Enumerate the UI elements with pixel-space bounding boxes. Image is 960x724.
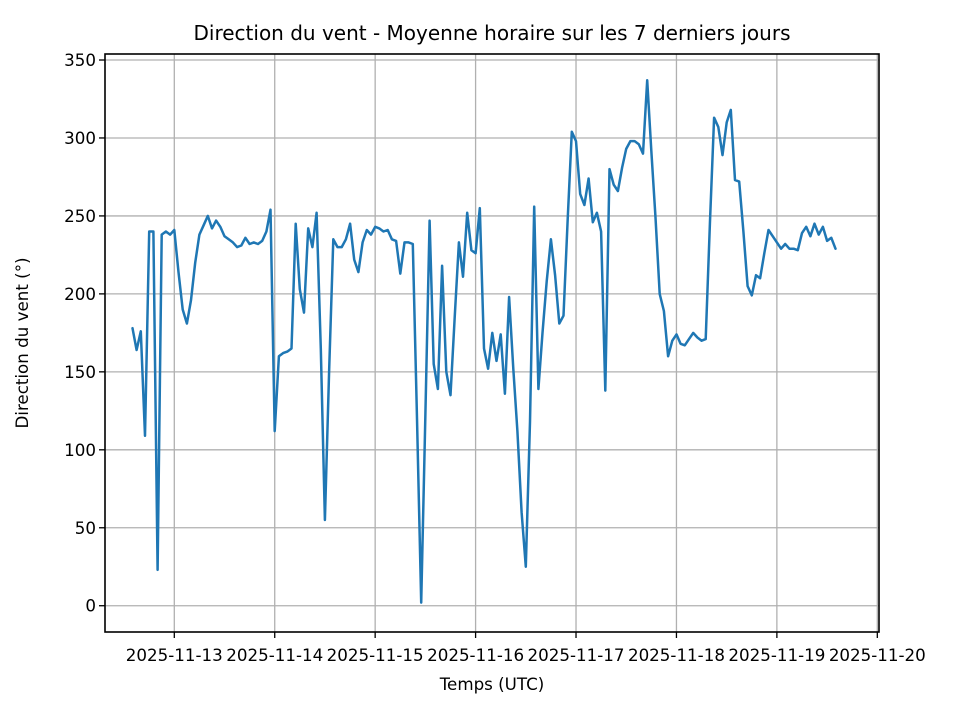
x-tick-label: 2025-11-16 <box>427 645 524 665</box>
x-tick-label: 2025-11-20 <box>829 645 926 665</box>
y-tick-label: 0 <box>85 596 96 616</box>
x-tick-label: 2025-11-19 <box>728 645 825 665</box>
y-tick-label: 150 <box>64 362 96 382</box>
tick-marks <box>99 59 878 638</box>
y-tick-label: 300 <box>64 128 96 148</box>
y-axis-label: Direction du vent (°) <box>12 257 32 428</box>
x-tick-label: 2025-11-18 <box>628 645 725 665</box>
x-axis-label: Temps (UTC) <box>439 674 545 694</box>
series-layer <box>131 79 837 604</box>
grid <box>105 54 879 632</box>
y-tick-label: 50 <box>75 518 96 538</box>
wind-direction-line <box>131 79 837 604</box>
y-tick-label: 250 <box>64 206 96 226</box>
x-tick-label: 2025-11-13 <box>126 645 223 665</box>
x-tick-label: 2025-11-15 <box>327 645 424 665</box>
plot-frame <box>104 53 880 633</box>
chart-title: Direction du vent - Moyenne horaire sur … <box>194 21 791 45</box>
x-tick-label: 2025-11-14 <box>226 645 323 665</box>
y-tick-label: 350 <box>64 50 96 70</box>
x-tick-label: 2025-11-17 <box>528 645 625 665</box>
y-tick-label: 100 <box>64 440 96 460</box>
y-tick-label: 200 <box>64 284 96 304</box>
